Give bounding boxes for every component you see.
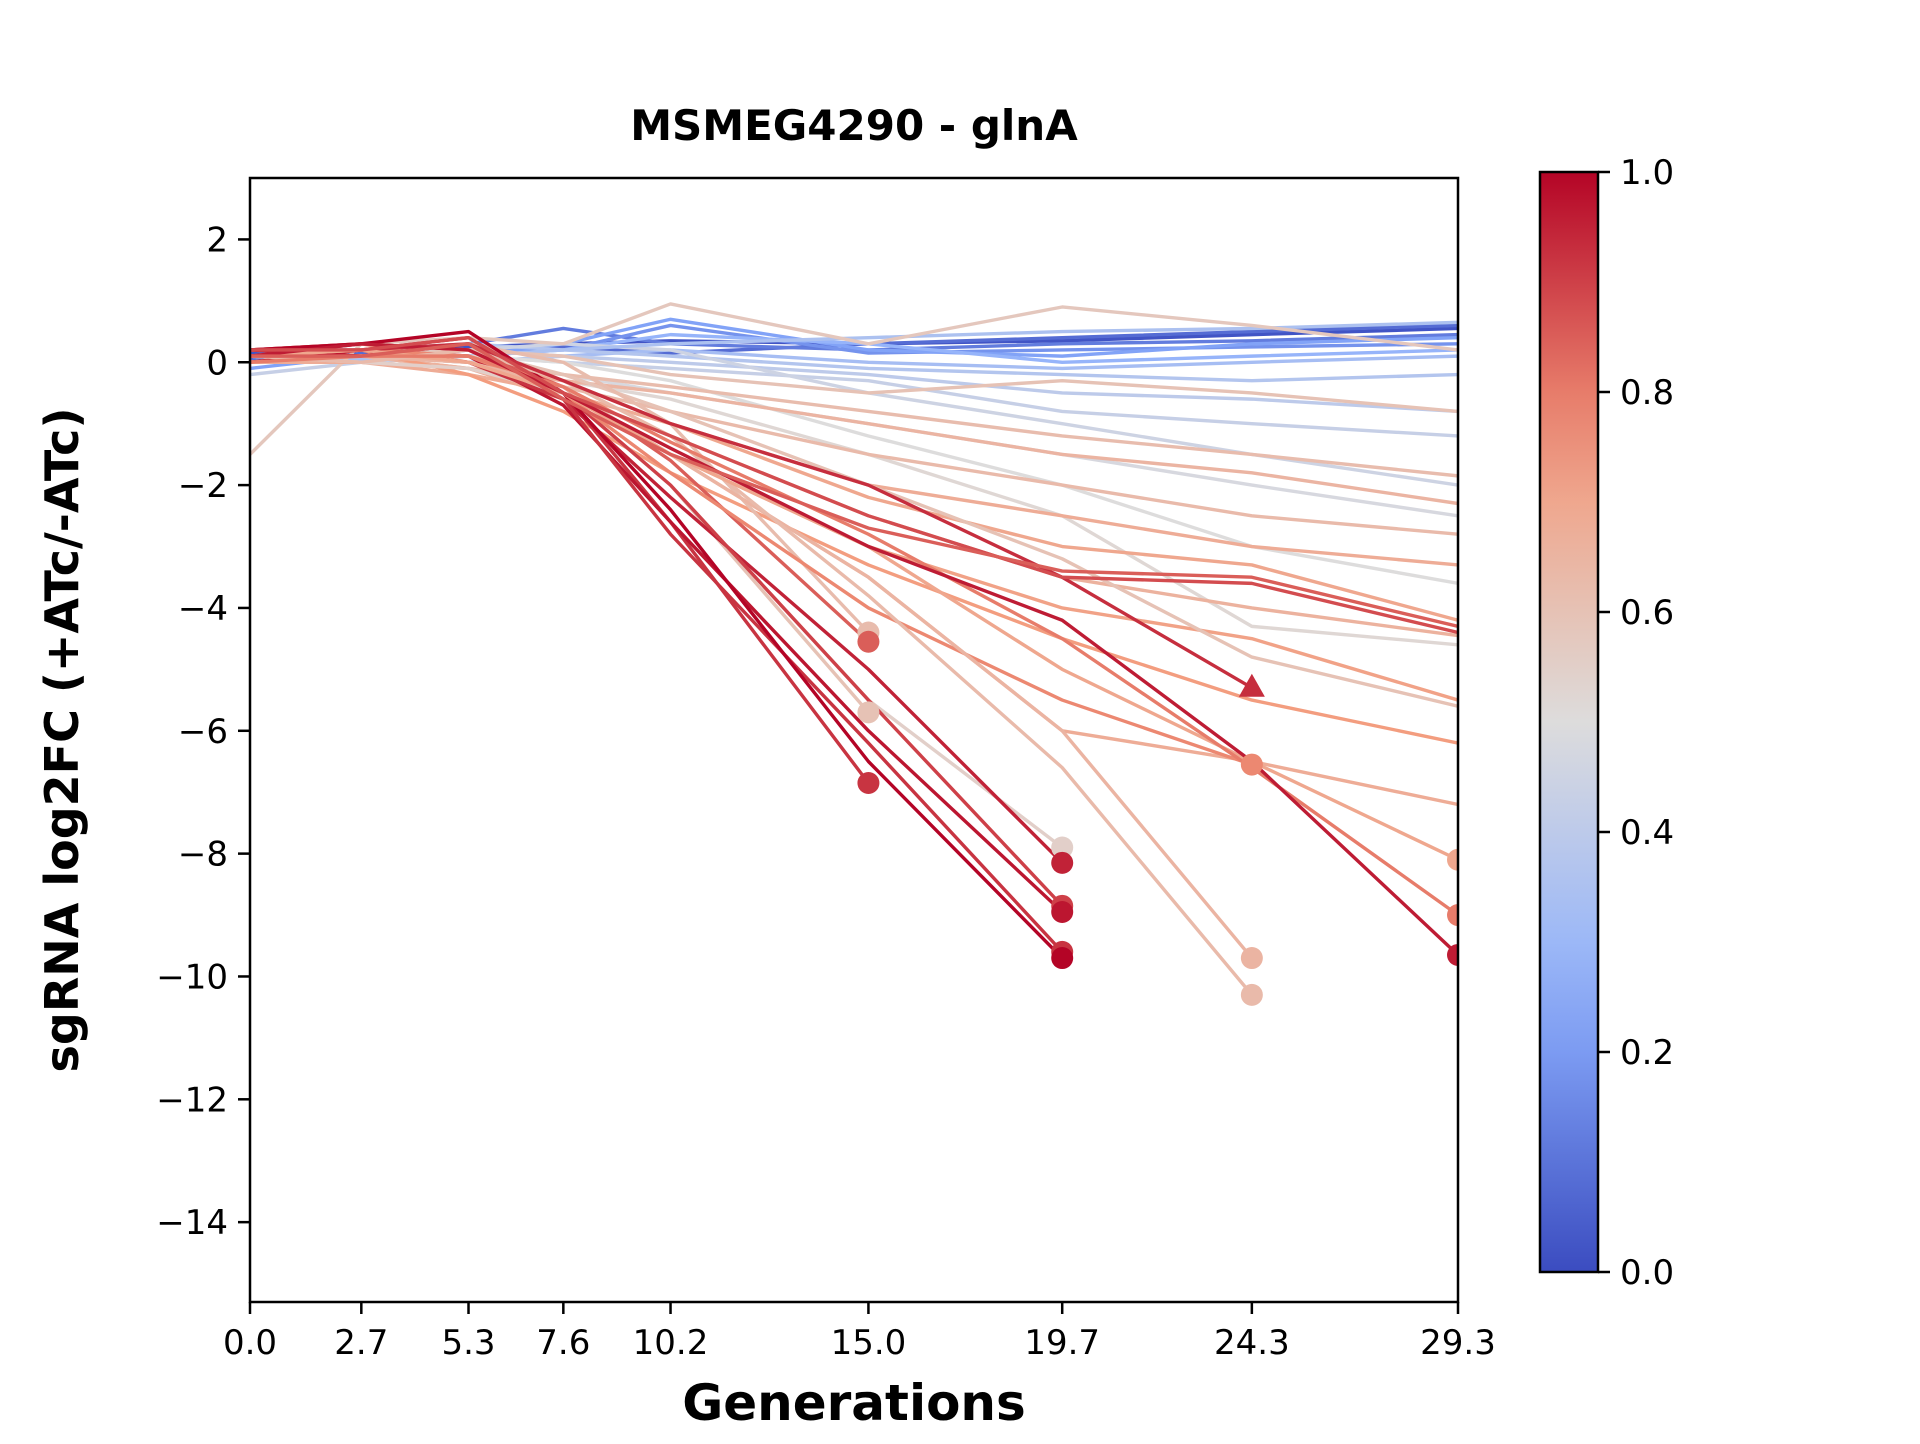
endpoint-marker-circle — [1447, 904, 1458, 927]
y-tick-label: 0 — [206, 343, 228, 383]
series-line — [250, 354, 1458, 638]
colorbar-tick-label: 1.0 — [1620, 153, 1674, 193]
x-tick-label: 29.3 — [1420, 1323, 1496, 1363]
series-line — [250, 354, 1458, 917]
x-tick-label: 10.2 — [633, 1323, 709, 1363]
x-axis-label: Generations — [682, 1374, 1026, 1432]
endpoint-marker-circle — [857, 771, 880, 794]
endpoint-marker-circle — [1051, 851, 1074, 874]
endpoint-marker-circle — [857, 701, 880, 724]
markers-layer — [857, 621, 1458, 1006]
endpoint-marker-circle — [1240, 947, 1263, 970]
chart-title: MSMEG4290 - glnA — [630, 101, 1078, 150]
endpoint-marker-circle — [857, 630, 880, 653]
endpoint-marker-circle — [1051, 947, 1074, 970]
x-tick-label: 19.7 — [1024, 1323, 1100, 1363]
series-line — [250, 342, 1458, 957]
x-tick-label: 5.3 — [441, 1323, 495, 1363]
endpoint-marker-circle — [1051, 836, 1074, 859]
y-axis: 2 0 −2 −4 −6 −8 −10 −12 −14 — [156, 220, 250, 1243]
x-tick-label: 15.0 — [831, 1323, 907, 1363]
y-tick-label: −8 — [178, 835, 228, 875]
y-tick-label: −10 — [156, 957, 228, 997]
series-line — [250, 354, 1458, 567]
endpoint-marker-circle — [1051, 900, 1074, 923]
y-tick-label: −4 — [178, 589, 228, 629]
series-line — [250, 348, 1458, 536]
colorbar-tick-label: 0.6 — [1620, 593, 1674, 633]
x-tick-label: 0.0 — [223, 1323, 277, 1363]
endpoint-marker-circle — [1240, 983, 1263, 1006]
plot-border — [248, 176, 1460, 1304]
colorbar-tick-label: 0.4 — [1620, 813, 1674, 853]
series-line — [250, 302, 1458, 457]
colorbar-tick-label: 0.2 — [1620, 1033, 1674, 1073]
y-tick-label: −2 — [178, 466, 228, 506]
y-tick-label: −14 — [156, 1203, 228, 1243]
series-layer — [250, 302, 1458, 997]
y-tick-label: 2 — [206, 220, 228, 260]
endpoint-marker-circle — [1447, 943, 1458, 966]
colorbar — [1538, 170, 1600, 1274]
colorbar-ticks: 1.0 0.8 0.6 0.4 0.2 0.0 — [1598, 153, 1674, 1293]
series-line — [250, 335, 1458, 635]
x-tick-label: 2.7 — [334, 1323, 388, 1363]
x-tick-label: 24.3 — [1214, 1323, 1290, 1363]
series-line — [250, 348, 1254, 997]
y-tick-label: −12 — [156, 1080, 228, 1120]
series-line — [250, 329, 1064, 960]
colorbar-tick-label: 0.0 — [1620, 1253, 1674, 1293]
y-tick-label: −6 — [178, 712, 228, 752]
colorbar-tick-label: 0.8 — [1620, 373, 1674, 413]
series-line — [250, 348, 1254, 767]
endpoint-marker-circle — [1240, 753, 1263, 776]
endpoint-marker-triangle — [1238, 673, 1265, 697]
y-axis-label: sgRNA log2FC (+ATc/-ATc) — [35, 408, 89, 1073]
series-line — [250, 342, 1458, 629]
x-axis: 0.0 2.7 5.3 7.6 10.2 15.0 19.7 24.3 29.3 — [223, 1302, 1496, 1363]
series-line — [250, 354, 1254, 960]
x-tick-label: 7.6 — [536, 1323, 590, 1363]
endpoint-marker-circle — [1447, 848, 1458, 871]
